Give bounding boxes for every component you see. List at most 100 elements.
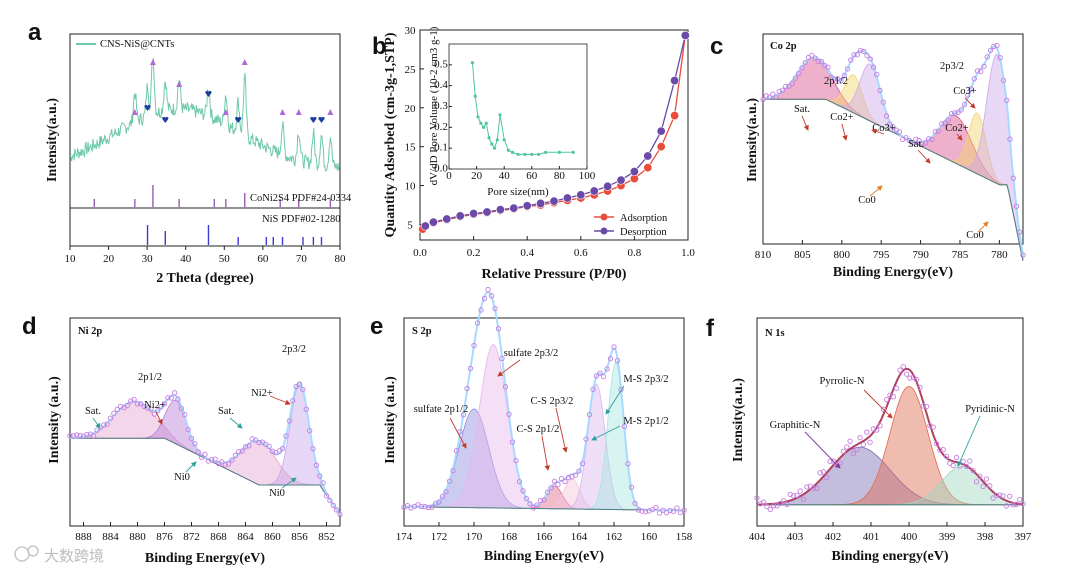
data-point bbox=[824, 474, 830, 481]
data-point bbox=[854, 52, 860, 58]
data-point bbox=[212, 456, 218, 462]
data-point bbox=[1003, 503, 1010, 509]
annotation-label: Sat. bbox=[794, 104, 810, 115]
peak-marker-triangle bbox=[131, 109, 138, 115]
data-point bbox=[864, 429, 870, 435]
data-point-adsorption bbox=[670, 111, 680, 121]
annotation-label: Co0 bbox=[858, 195, 876, 206]
data-point bbox=[583, 436, 589, 442]
data-point bbox=[471, 342, 477, 349]
peak-marker-triangle bbox=[149, 59, 156, 65]
y-tick-label-b: 5 bbox=[407, 219, 413, 231]
data-point bbox=[579, 460, 586, 467]
inset-series: 0 20 40 60 80 100 0.0 0.1 0.2 0.3 0.4 0.5 bbox=[434, 58, 596, 182]
data-point bbox=[780, 498, 787, 504]
x-tick-label: 158 bbox=[676, 531, 693, 543]
x-tick-label-a: 30 bbox=[142, 253, 154, 265]
data-point bbox=[963, 463, 970, 470]
data-point bbox=[422, 504, 428, 510]
peak-marker-triangle bbox=[241, 59, 248, 65]
x-tick-labels-a: 10 20 30 40 50 60 70 80 bbox=[65, 246, 346, 265]
data-point bbox=[513, 457, 519, 464]
data-point bbox=[565, 475, 572, 481]
data-point bbox=[232, 452, 239, 458]
data-point bbox=[90, 433, 97, 439]
data-point bbox=[499, 355, 505, 362]
peak-marker-heart bbox=[318, 116, 325, 123]
x-tick-label: 399 bbox=[939, 531, 956, 543]
peak-marker-heart bbox=[205, 90, 212, 97]
data-point-desorption bbox=[509, 203, 519, 213]
inset-point bbox=[492, 146, 497, 150]
data-point bbox=[897, 367, 903, 373]
annotation-label: Ni0 bbox=[174, 472, 190, 483]
data-point bbox=[786, 83, 792, 89]
y-axis-title-c: Intensity(a.u.) bbox=[745, 98, 760, 182]
data-point bbox=[984, 54, 990, 60]
data-point bbox=[1010, 502, 1016, 508]
data-point bbox=[770, 91, 776, 97]
legend-b: Adsorption Desorption bbox=[594, 213, 668, 238]
data-point bbox=[639, 508, 645, 514]
peak-marker-triangle bbox=[222, 109, 229, 115]
data-point bbox=[310, 446, 316, 452]
axis-ticks-b: 0.0 0.2 0.4 0.6 0.8 1.0 5 10 15 20 25 30 bbox=[405, 25, 696, 259]
data-point bbox=[796, 70, 802, 77]
watermark: 大数跨境 bbox=[14, 545, 104, 565]
inset-point bbox=[571, 150, 575, 154]
panel-c-co2p: c Co 2p 2p1/2 2p3/2 Sat. Co2+ Co3+ Sat. Co2+ Co… bbox=[710, 33, 1026, 280]
data-point bbox=[117, 403, 124, 410]
inset-point bbox=[490, 142, 494, 146]
x-tick-label-b: 0.0 bbox=[413, 247, 427, 259]
data-point bbox=[1020, 501, 1026, 507]
plot-frame-f bbox=[756, 317, 1024, 527]
inset-x-tick-label: 80 bbox=[554, 170, 566, 182]
data-point bbox=[131, 396, 137, 403]
data-point-desorption bbox=[576, 190, 586, 200]
data-point bbox=[681, 507, 687, 513]
annotation-label: C-S 2p1/2 bbox=[517, 424, 560, 435]
panel-d-ni2p: d Ni 2p 2p1/2 2p3/2 Sat. Ni2+ Sat. Ni2+ Ni0 Ni0… bbox=[22, 313, 343, 566]
data-point bbox=[787, 491, 793, 498]
data-point bbox=[597, 370, 603, 376]
data-point bbox=[820, 469, 827, 475]
annotation-arrow bbox=[92, 417, 101, 429]
data-point bbox=[851, 52, 857, 58]
inset-point bbox=[476, 115, 480, 119]
x-tick-label-a: 60 bbox=[257, 253, 269, 265]
data-point bbox=[182, 411, 188, 418]
x-tick-label: 174 bbox=[396, 531, 413, 543]
annotation-arrow bbox=[185, 461, 197, 473]
data-point bbox=[1013, 501, 1019, 507]
data-point bbox=[593, 373, 600, 379]
x-tick-label: 172 bbox=[431, 531, 448, 543]
data-point bbox=[870, 426, 877, 432]
annotation-arrow bbox=[591, 425, 621, 441]
data-point bbox=[861, 48, 867, 55]
data-point bbox=[586, 412, 593, 418]
data-point bbox=[611, 344, 617, 350]
data-point bbox=[107, 415, 114, 421]
data-point bbox=[607, 356, 614, 362]
watermark-text: 大数跨境 bbox=[44, 547, 104, 565]
x-tick-label-a: 40 bbox=[180, 253, 192, 265]
data-point bbox=[144, 405, 151, 411]
legend-marker-desorption bbox=[600, 227, 608, 235]
data-point bbox=[760, 96, 766, 103]
data-point bbox=[880, 99, 886, 105]
annotation-arrow bbox=[956, 133, 963, 141]
data-point bbox=[812, 55, 818, 61]
data-point bbox=[997, 492, 1003, 498]
data-point bbox=[818, 58, 825, 65]
data-point bbox=[907, 375, 913, 381]
data-point bbox=[817, 470, 823, 476]
data-point bbox=[797, 488, 803, 494]
data-point bbox=[195, 449, 201, 455]
data-point bbox=[890, 124, 896, 130]
data-point bbox=[219, 459, 225, 465]
data-point bbox=[544, 489, 551, 495]
data-point-desorption bbox=[522, 201, 532, 211]
data-point bbox=[246, 443, 252, 449]
data-point bbox=[997, 55, 1003, 61]
data-point bbox=[848, 57, 854, 63]
